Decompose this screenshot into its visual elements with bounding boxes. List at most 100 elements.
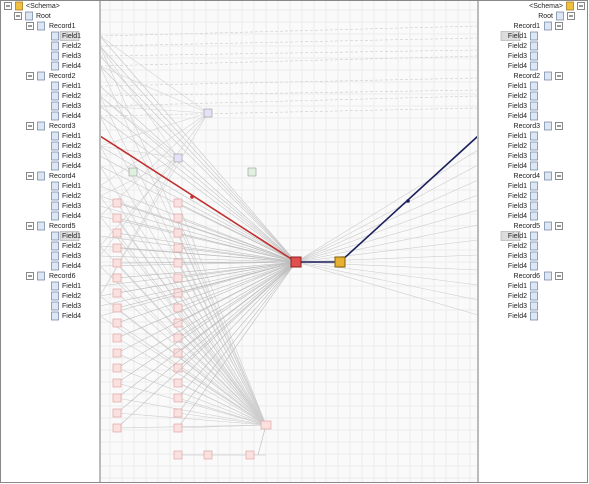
field-label[interactable]: Field2 bbox=[508, 143, 527, 150]
field-label[interactable]: Field2 bbox=[508, 93, 527, 100]
field-label[interactable]: Field1 bbox=[62, 283, 81, 290]
field-label[interactable]: Field1 bbox=[62, 83, 81, 90]
functoid[interactable] bbox=[112, 228, 122, 238]
functoid[interactable] bbox=[173, 393, 183, 403]
functoid[interactable] bbox=[128, 167, 138, 177]
functoid[interactable] bbox=[173, 423, 183, 433]
functoid[interactable] bbox=[173, 243, 183, 253]
field-label[interactable]: Field3 bbox=[508, 253, 527, 260]
functoid[interactable] bbox=[173, 450, 183, 460]
functoid[interactable] bbox=[247, 167, 257, 177]
field-label[interactable]: Field4 bbox=[62, 63, 81, 70]
functoid[interactable] bbox=[112, 318, 122, 328]
functoid[interactable] bbox=[173, 363, 183, 373]
functoid[interactable] bbox=[173, 258, 183, 268]
functoid-selected[interactable] bbox=[290, 256, 302, 268]
field-label[interactable]: Field4 bbox=[62, 113, 81, 120]
field-label[interactable]: Field2 bbox=[62, 43, 81, 50]
functoid[interactable] bbox=[173, 378, 183, 388]
field-label[interactable]: Field1 bbox=[508, 83, 527, 90]
record-label[interactable]: Record1 bbox=[49, 23, 76, 30]
field-label[interactable]: Field2 bbox=[508, 293, 527, 300]
record-label[interactable]: Record4 bbox=[49, 173, 76, 180]
field-label[interactable]: Field2 bbox=[62, 243, 81, 250]
functoid[interactable] bbox=[173, 273, 183, 283]
field-label[interactable]: Field3 bbox=[508, 53, 527, 60]
functoid[interactable] bbox=[112, 243, 122, 253]
functoid[interactable] bbox=[112, 288, 122, 298]
field-label[interactable]: Field4 bbox=[62, 163, 81, 170]
record-label[interactable]: Record5 bbox=[49, 223, 76, 230]
schema-label[interactable]: <Schema> bbox=[26, 3, 60, 10]
functoid[interactable] bbox=[112, 378, 122, 388]
functoid[interactable] bbox=[112, 273, 122, 283]
record-label[interactable]: Record2 bbox=[514, 73, 541, 80]
field-label[interactable]: Field3 bbox=[62, 153, 81, 160]
record-label[interactable]: Record2 bbox=[49, 73, 76, 80]
functoid[interactable] bbox=[173, 318, 183, 328]
functoid[interactable] bbox=[173, 228, 183, 238]
functoid[interactable] bbox=[260, 420, 272, 430]
field-label[interactable]: Field3 bbox=[508, 153, 527, 160]
functoid[interactable] bbox=[173, 198, 183, 208]
functoid[interactable] bbox=[112, 408, 122, 418]
record-label[interactable]: Record4 bbox=[514, 173, 541, 180]
functoid[interactable] bbox=[112, 258, 122, 268]
functoid[interactable] bbox=[203, 108, 213, 118]
functoid-script[interactable] bbox=[334, 256, 346, 268]
record-label[interactable]: Record6 bbox=[514, 273, 541, 280]
field-label[interactable]: Field2 bbox=[508, 243, 527, 250]
field-label[interactable]: Field4 bbox=[508, 113, 527, 120]
field-label[interactable]: Field4 bbox=[508, 313, 527, 320]
record-label[interactable]: Record5 bbox=[514, 223, 541, 230]
field-label[interactable]: Field3 bbox=[62, 203, 81, 210]
functoid[interactable] bbox=[112, 213, 122, 223]
schema-label[interactable]: <Schema> bbox=[529, 3, 563, 10]
field-label[interactable]: Field4 bbox=[508, 63, 527, 70]
field-label[interactable]: Field3 bbox=[62, 103, 81, 110]
field-label[interactable]: Field2 bbox=[62, 193, 81, 200]
field-label[interactable]: Field1 bbox=[508, 133, 527, 140]
functoid[interactable] bbox=[112, 198, 122, 208]
record-label[interactable]: Record1 bbox=[514, 23, 541, 30]
field-label[interactable]: Field1 bbox=[62, 183, 81, 190]
functoid[interactable] bbox=[173, 348, 183, 358]
field-label[interactable]: Field1 bbox=[508, 33, 527, 40]
record-label[interactable]: Record3 bbox=[514, 123, 541, 130]
functoid[interactable] bbox=[112, 363, 122, 373]
functoid[interactable] bbox=[112, 333, 122, 343]
field-label[interactable]: Field4 bbox=[62, 263, 81, 270]
field-label[interactable]: Field1 bbox=[62, 133, 81, 140]
field-label[interactable]: Field4 bbox=[508, 163, 527, 170]
functoid[interactable] bbox=[173, 213, 183, 223]
field-label[interactable]: Field2 bbox=[62, 93, 81, 100]
record-label[interactable]: Record3 bbox=[49, 123, 76, 130]
field-label[interactable]: Field1 bbox=[508, 283, 527, 290]
field-label[interactable]: Field4 bbox=[62, 213, 81, 220]
functoid[interactable] bbox=[173, 333, 183, 343]
field-label[interactable]: Field4 bbox=[508, 263, 527, 270]
field-label[interactable]: Field1 bbox=[508, 233, 527, 240]
functoid[interactable] bbox=[112, 303, 122, 313]
functoid[interactable] bbox=[112, 348, 122, 358]
field-label[interactable]: Field2 bbox=[508, 193, 527, 200]
field-label[interactable]: Field2 bbox=[62, 143, 81, 150]
functoid[interactable] bbox=[173, 408, 183, 418]
functoid[interactable] bbox=[173, 153, 183, 163]
functoid[interactable] bbox=[245, 450, 255, 460]
field-label[interactable]: Field3 bbox=[508, 203, 527, 210]
field-label[interactable]: Field4 bbox=[508, 213, 527, 220]
field-label[interactable]: Field1 bbox=[62, 33, 81, 40]
field-label[interactable]: Field3 bbox=[62, 53, 81, 60]
record-label[interactable]: Record6 bbox=[49, 273, 76, 280]
field-label[interactable]: Field2 bbox=[508, 43, 527, 50]
functoid[interactable] bbox=[112, 393, 122, 403]
functoid[interactable] bbox=[203, 450, 213, 460]
field-label[interactable]: Field3 bbox=[62, 303, 81, 310]
field-label[interactable]: Field4 bbox=[62, 313, 81, 320]
field-label[interactable]: Field3 bbox=[508, 303, 527, 310]
field-label[interactable]: Field3 bbox=[508, 103, 527, 110]
field-label[interactable]: Field2 bbox=[62, 293, 81, 300]
field-label[interactable]: Field3 bbox=[62, 253, 81, 260]
root-label[interactable]: Root bbox=[538, 13, 553, 20]
